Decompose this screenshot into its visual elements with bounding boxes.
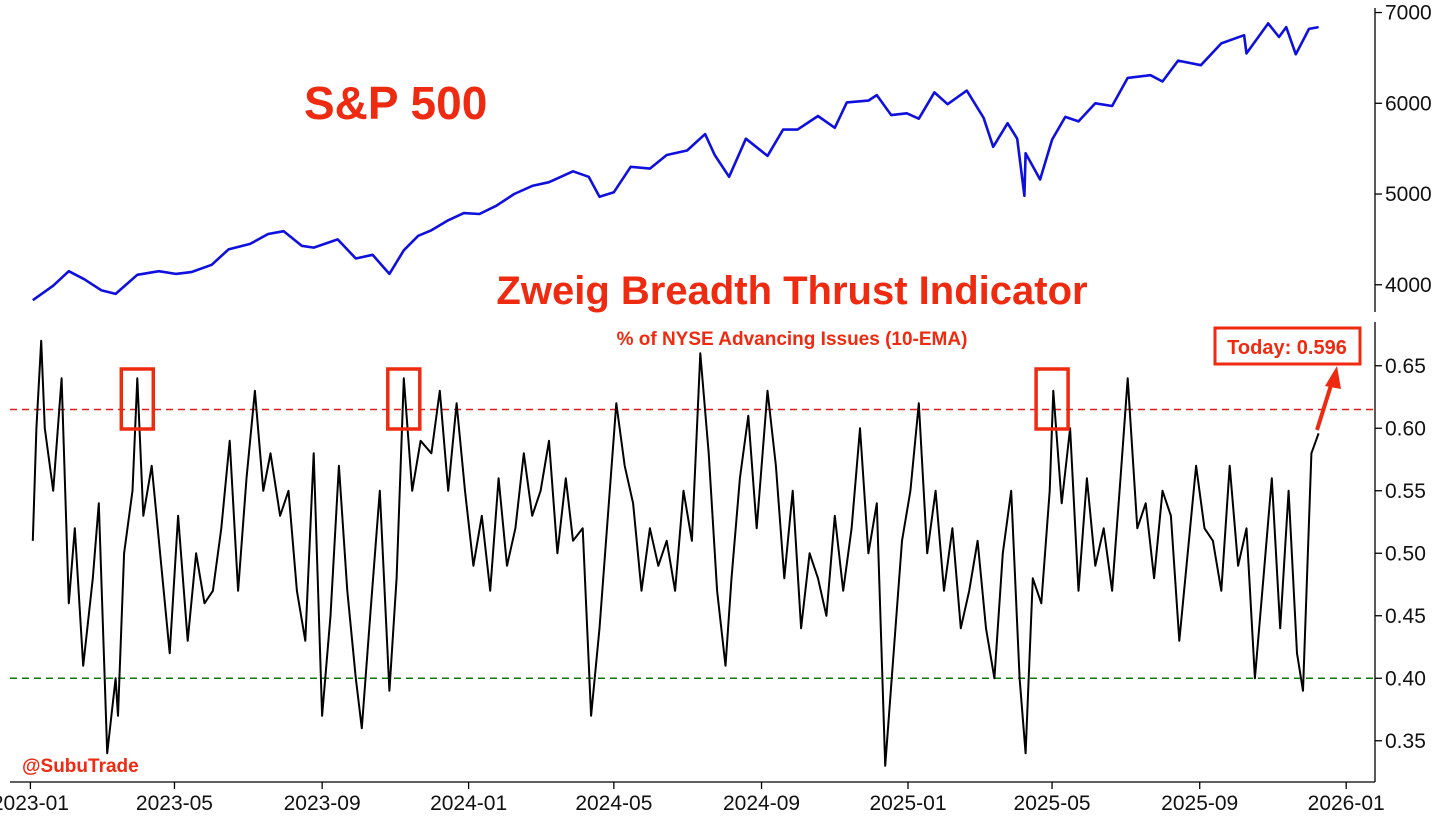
zbt-subtitle: % of NYSE Advancing Issues (10-EMA) (617, 329, 968, 350)
sp500-y-tick-label: 4000 (1385, 274, 1432, 297)
x-tick-label: 2024-05 (575, 792, 652, 815)
sp500-title: S&P 500 (304, 77, 487, 129)
x-tick-label: 2023-01 (0, 792, 69, 815)
x-tick-label: 2026-01 (1308, 792, 1385, 815)
zbt-x-ticks: 2023-01 2023-05 2023-09 2024-01 2024-05 2024-… (0, 782, 1385, 815)
sp500-y-tick-label: 5000 (1385, 183, 1432, 206)
zbt-y-tick-label: 0.45 (1385, 605, 1426, 628)
sp500-y-tick-label: 6000 (1385, 92, 1432, 115)
x-tick-label: 2023-09 (284, 792, 361, 815)
thrust-signal-box (386, 367, 422, 431)
x-tick-label: 2023-05 (136, 792, 213, 815)
zbt-y-tick-label: 0.35 (1385, 730, 1426, 753)
x-tick-label: 2025-05 (1014, 792, 1091, 815)
zbt-y-tick-label: 0.40 (1385, 667, 1426, 690)
today-label-box (1213, 326, 1362, 366)
x-tick-label: 2024-01 (430, 792, 507, 815)
zbt-y-tick-label: 0.60 (1385, 417, 1426, 440)
sp500-y-tick-label: 7000 (1385, 2, 1432, 25)
sp500-y-ticks: 4000 5000 6000 7000 (1375, 2, 1432, 297)
zbt-panel: 0.350.400.450.500.550.600.65 2023-012023… (0, 269, 1426, 815)
zbt-y-tick-label: 0.50 (1385, 542, 1426, 565)
today-arrow-head (1325, 366, 1341, 389)
zbt-indicator-line (31, 339, 1320, 767)
x-tick-label: 2024-09 (723, 792, 800, 815)
watermark-handle: @SubuTrade (22, 756, 139, 777)
thrust-signal-box (1034, 367, 1070, 431)
x-tick-label: 2025-09 (1161, 792, 1238, 815)
sp500-panel: 4000 5000 6000 7000 S&P 500 (32, 2, 1432, 312)
zbt-y-ticks: 0.35 0.40 0.45 0.50 0.55 0.60 0.65 (1375, 355, 1426, 753)
highlight-boxes (119, 367, 1070, 431)
sp500-price-line (32, 22, 1319, 302)
today-arrow-shaft (1315, 381, 1334, 431)
zbt-y-tick-label: 0.55 (1385, 480, 1426, 503)
zbt-title: Zweig Breadth Thrust Indicator (496, 269, 1087, 313)
zbt-y-tick-label: 0.65 (1385, 355, 1426, 378)
thrust-signal-box (119, 367, 156, 431)
x-tick-label: 2025-01 (869, 792, 946, 815)
today-label: Today: 0.596 (1227, 337, 1347, 359)
